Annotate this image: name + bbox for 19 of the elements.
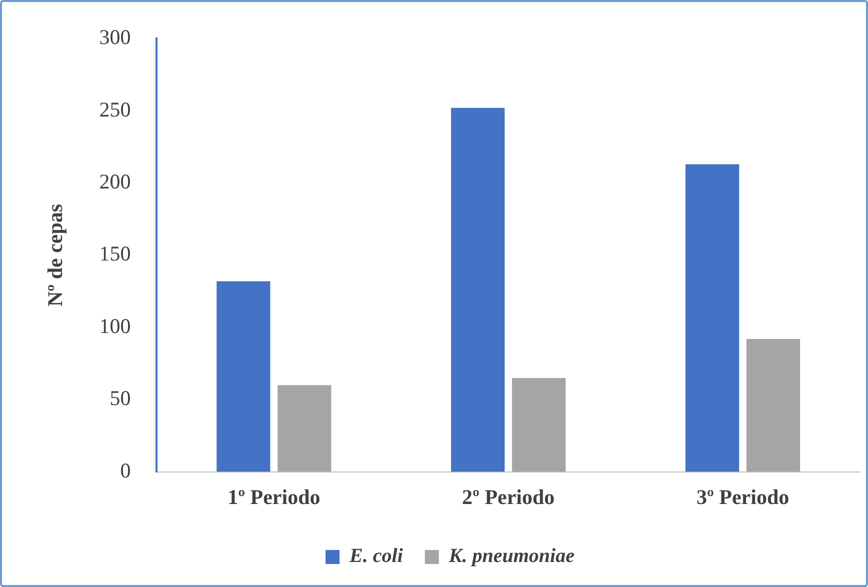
bar	[451, 108, 505, 472]
y-tick-label: 300	[99, 25, 131, 50]
y-tick-label: 200	[99, 170, 131, 194]
x-tick-label: 3º Periodo	[696, 484, 790, 509]
x-tick-label: 2º Periodo	[462, 484, 555, 509]
y-tick-label: 50	[110, 386, 131, 410]
y-axis-title: Nº de cepas	[43, 204, 68, 306]
y-tick-label: 100	[99, 314, 131, 338]
x-tick-label: 1º Periodo	[228, 484, 320, 509]
y-tick-label: 250	[99, 97, 131, 122]
bar	[685, 164, 740, 472]
bar	[746, 338, 800, 472]
bar	[278, 385, 332, 472]
bar	[512, 378, 566, 472]
bar	[216, 281, 270, 472]
legend-label: K. pneumoniae	[448, 545, 575, 568]
y-tick-label: 0	[120, 458, 131, 482]
y-tick-label: 150	[99, 242, 131, 266]
legend-label: E. coli	[348, 545, 404, 568]
